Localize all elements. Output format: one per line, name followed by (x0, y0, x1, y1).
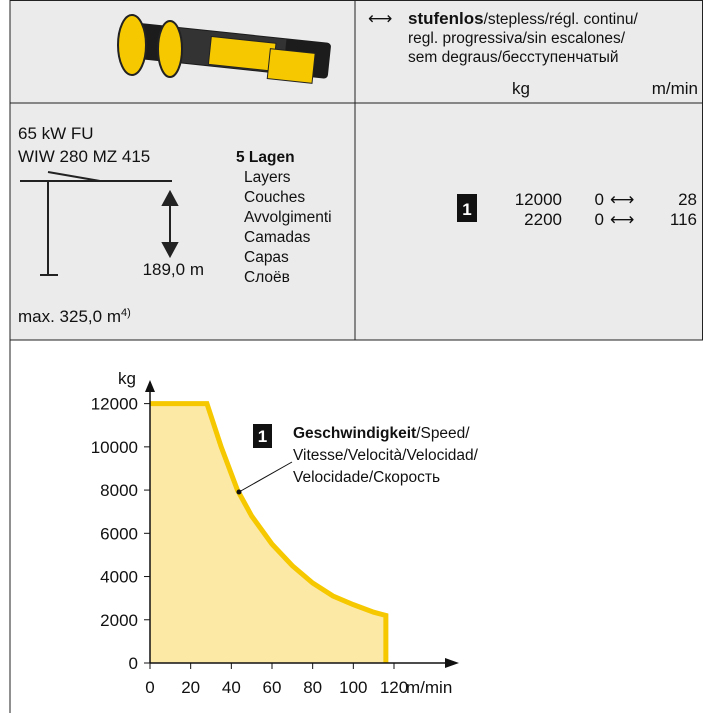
header-text: regl. progressiva/sin escalones/ (408, 30, 626, 47)
header-text: /stepless/régl. continu/ (484, 11, 639, 28)
speed-to: 116 (670, 210, 697, 229)
layer-name: Layers (244, 169, 291, 186)
layer-name: Couches (244, 189, 305, 206)
annotation-text: /Speed/ (416, 425, 470, 442)
arrow (445, 658, 459, 668)
annotation: Geschwindigkeit/Speed/ (293, 425, 470, 442)
y-tick-label: 12000 (91, 395, 138, 414)
annotation-text: Vitesse/Velocità/Velocidad/ (293, 447, 479, 464)
x-tick-label: 60 (263, 678, 282, 697)
x-tick-label: 20 (181, 678, 200, 697)
header-text: sem degraus/бесступенчатый (408, 49, 619, 66)
x-tick-label: 100 (339, 678, 367, 697)
layer-name: Avvolgimenti (244, 209, 332, 226)
y-tick-label: 6000 (100, 524, 138, 543)
double-arrow: ⟷ (368, 9, 392, 28)
arrow (145, 380, 155, 392)
x-axis-label: m/min (406, 678, 452, 697)
header-line: stufenlos/stepless/régl. continu/ (408, 9, 638, 28)
page: {"header": {"lead": "stufenlos", "lines"… (0, 0, 703, 713)
double-arrow: ⟷ (610, 210, 634, 229)
y-tick-label: 4000 (100, 568, 138, 587)
y-axis-label: kg (118, 369, 136, 388)
x-tick-label: 80 (303, 678, 322, 697)
annotation-bold: Geschwindigkeit (293, 425, 416, 442)
layer-name: Capas (244, 249, 289, 266)
spec-text: max. 325,0 m4) (18, 307, 131, 326)
load: 2200 (524, 210, 562, 229)
load: 12000 (515, 190, 562, 209)
leader-dot (237, 490, 242, 495)
document: ⟷ stufenlos/stepless/régl. continu/ regl… (0, 0, 703, 713)
spec-text: 189,0 m (143, 260, 204, 279)
unit: kg (512, 79, 530, 98)
spec-text: WIW 280 MZ 415 (18, 147, 150, 166)
speed-to: 28 (678, 190, 697, 209)
speed-from: 0 (595, 190, 604, 209)
leader (239, 462, 292, 492)
max-height: max. 325,0 m (18, 307, 121, 326)
speed-from: 0 (595, 210, 604, 229)
y-tick-label: 0 (129, 654, 138, 673)
spec-text: 65 kW FU (18, 124, 94, 143)
x-tick-label: 120 (380, 678, 408, 697)
badge-text: 1 (462, 200, 471, 219)
chart: 0 2000 4000 6000 8000 10000 12000 0 20 40 60 80 100 1… (91, 369, 479, 697)
y-tick-label: 2000 (100, 611, 138, 630)
unit: m/min (652, 79, 698, 98)
layer-name: Слоёв (244, 269, 290, 286)
double-arrow: ⟷ (610, 190, 634, 209)
badge-text: 1 (258, 427, 267, 446)
annotation-text: Velocidade/Скорость (293, 469, 440, 486)
layer-name: Camadas (244, 229, 311, 246)
x-tick-label: 0 (145, 678, 154, 697)
footnote: 4) (121, 307, 131, 319)
x-tick-label: 40 (222, 678, 241, 697)
y-tick-label: 8000 (100, 481, 138, 500)
header-lead: stufenlos (408, 9, 484, 28)
y-tick-label: 10000 (91, 438, 138, 457)
layers-title: 5 Lagen (236, 149, 295, 166)
